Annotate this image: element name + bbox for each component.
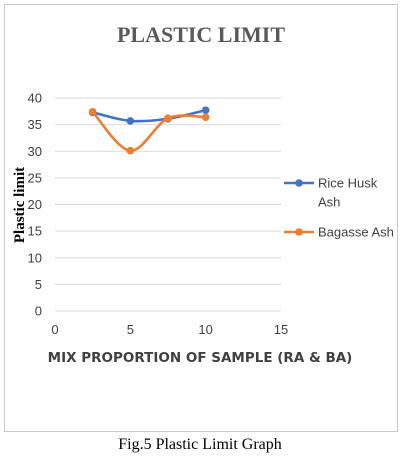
gridlines — [55, 97, 281, 312]
x-tick-labels: 0 5 10 15 — [51, 322, 288, 337]
data-point — [88, 108, 97, 116]
x-axis-label: MIX PROPORTION OF SAMPLE (RA & BA) — [48, 350, 353, 366]
data-point — [126, 146, 135, 155]
data-point — [201, 106, 210, 115]
figure-caption: Fig.5 Plastic Limit Graph — [118, 436, 282, 453]
data-point — [201, 113, 210, 121]
x-tick-label: 5 — [127, 322, 134, 337]
y-tick-label: 35 — [28, 117, 42, 132]
legend-item: Rice Husk Ash — [284, 176, 378, 210]
series-line — [92, 108, 206, 123]
chart-title: PLASTIC LIMIT — [117, 22, 285, 47]
y-tick-label: 0 — [35, 304, 42, 319]
legend: Rice Husk Ash Bagasse Ash — [284, 176, 394, 240]
y-tick-label: 20 — [28, 197, 42, 212]
x-tick-label: 10 — [198, 322, 212, 337]
legend-label: Rice Husk — [318, 176, 378, 191]
chart-frame — [4, 4, 398, 432]
y-tick-label: 5 — [35, 277, 42, 292]
y-tick-label: 10 — [28, 250, 42, 265]
legend-item: Bagasse Ash — [284, 225, 394, 240]
data-point — [126, 117, 135, 125]
series-layer — [88, 106, 210, 155]
y-tick-labels: 0 5 10 15 20 25 30 35 40 — [28, 91, 42, 319]
legend-swatch-marker — [295, 179, 303, 187]
y-axis-label: Plastic limit — [12, 167, 28, 243]
y-tick-label: 15 — [28, 224, 42, 239]
data-point — [164, 114, 172, 123]
legend-label: Ash — [318, 195, 340, 210]
series-2 — [88, 108, 210, 155]
x-tick-label: 15 — [274, 322, 288, 337]
x-tick-label: 0 — [51, 322, 58, 337]
series-line — [91, 110, 206, 153]
legend-swatch-marker — [295, 228, 303, 236]
y-tick-label: 40 — [28, 91, 42, 106]
y-tick-label: 30 — [28, 144, 42, 159]
legend-label: Bagasse Ash — [318, 225, 394, 240]
y-tick-label: 25 — [28, 170, 42, 185]
